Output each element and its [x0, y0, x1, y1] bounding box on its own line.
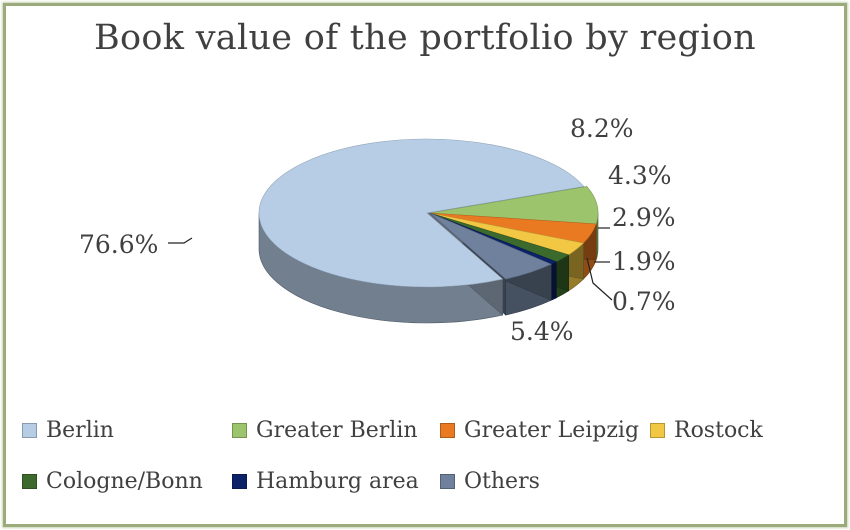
legend-label-cologne-bonn: Cologne/Bonn [46, 469, 203, 494]
legend-swatch-greater-berlin [232, 423, 247, 438]
slice-others [429, 212, 552, 280]
legend-label-rostock: Rostock [674, 418, 763, 443]
data-label-others: 5.4% [510, 317, 574, 346]
legend-label-berlin: Berlin [46, 418, 114, 443]
data-label-greater-leipzig: 4.3% [608, 161, 672, 190]
legend-item-rostock: Rostock [650, 418, 763, 443]
legend-swatch-hamburg-area [232, 474, 247, 489]
slice-greater-berlin [429, 186, 599, 225]
slice-berlin [258, 138, 585, 288]
data-label-hamburg-area: 0.7% [612, 287, 676, 316]
legend-item-cologne-bonn: Cologne/Bonn [22, 469, 203, 494]
legend-item-others: Others [440, 469, 540, 494]
legend-item-greater-berlin: Greater Berlin [232, 418, 418, 443]
legend-swatch-greater-leipzig [440, 423, 455, 438]
legend-swatch-berlin [22, 423, 37, 438]
data-label-rostock: 2.9% [612, 203, 676, 232]
data-label-cologne-bonn: 1.9% [612, 247, 676, 276]
legend-label-others: Others [464, 469, 540, 494]
pie-tops [258, 138, 599, 288]
legend-swatch-cologne-bonn [22, 474, 37, 489]
chart-title: Book value of the portfolio by region [94, 18, 756, 58]
legend-label-hamburg-area: Hamburg area [256, 469, 419, 494]
legend-item-hamburg-area: Hamburg area [232, 469, 419, 494]
legend-item-berlin: Berlin [22, 418, 114, 443]
legend-label-greater-berlin: Greater Berlin [256, 418, 418, 443]
leader-line-berlin [168, 237, 193, 244]
data-label-greater-berlin: 8.2% [570, 114, 634, 143]
legend-label-greater-leipzig: Greater Leipzig [464, 418, 640, 443]
leader-line-hamburg-area [586, 257, 613, 301]
legend-item-greater-leipzig: Greater Leipzig [440, 418, 639, 443]
data-label-berlin: 76.6% [79, 230, 158, 259]
legend-swatch-others [440, 474, 455, 489]
data-labels: 76.6% 8.2% 4.3% 2.9% 1.9% 0.7% 5.4% [79, 114, 676, 346]
legend-swatch-rostock [650, 423, 665, 438]
